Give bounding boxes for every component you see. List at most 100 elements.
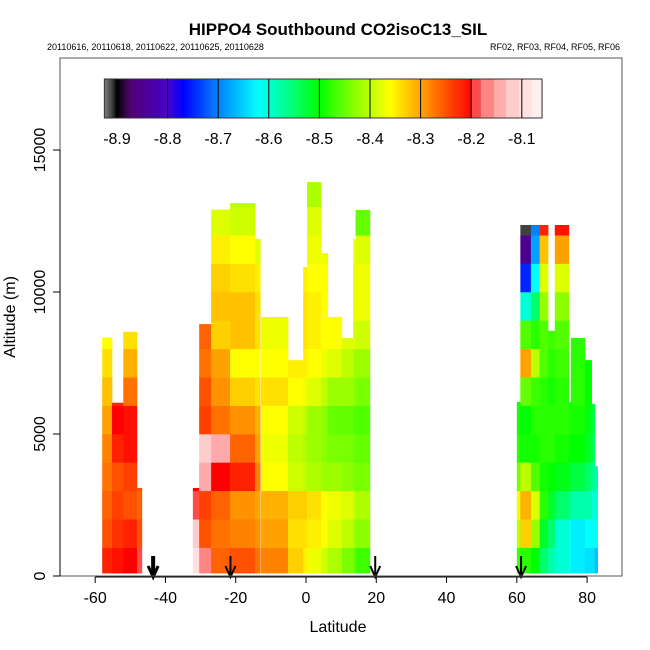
colorbar-swatch xyxy=(193,79,195,118)
colorbar-swatch xyxy=(300,79,302,118)
colorbar-swatch xyxy=(276,79,278,118)
data-cell xyxy=(594,490,598,520)
data-cell xyxy=(355,263,371,293)
data-cell xyxy=(136,547,143,574)
data-cell xyxy=(230,519,256,548)
colorbar-swatch xyxy=(535,79,537,118)
colorbar-swatch xyxy=(522,79,524,118)
colorbar-swatch xyxy=(516,79,518,118)
data-cell xyxy=(199,462,212,492)
data-cell xyxy=(261,405,289,435)
data-cell xyxy=(548,377,556,406)
colorbar-tick-label: -8.6 xyxy=(255,131,283,148)
data-cell xyxy=(353,462,356,492)
colorbar-swatch xyxy=(175,79,177,118)
data-cell xyxy=(353,490,356,520)
data-cell xyxy=(355,490,371,520)
colorbar-swatch xyxy=(509,79,511,118)
data-cell xyxy=(303,267,308,293)
colorbar-swatch xyxy=(155,79,158,118)
data-cell xyxy=(570,490,586,520)
data-cell xyxy=(112,405,124,435)
data-cell xyxy=(303,434,308,463)
colorbar-swatch xyxy=(435,79,437,118)
data-cell xyxy=(341,405,354,435)
colorbar-swatch xyxy=(377,79,379,118)
data-cell xyxy=(112,547,124,574)
colorbar-swatch xyxy=(135,79,138,118)
colorbar-swatch xyxy=(176,79,178,118)
data-cell xyxy=(255,348,261,378)
data-cell xyxy=(321,547,329,574)
colorbar-swatch xyxy=(139,79,142,118)
colorbar-swatch xyxy=(395,79,398,118)
colorbar-swatch xyxy=(222,79,225,118)
data-cell xyxy=(355,235,371,264)
data-cell xyxy=(530,348,540,378)
colorbar-swatch xyxy=(127,79,129,118)
colorbar-swatch xyxy=(430,79,432,118)
colorbar-swatch xyxy=(230,79,233,118)
colorbar-swatch xyxy=(248,79,250,118)
data-cell xyxy=(102,377,113,406)
colorbar-swatch xyxy=(443,79,445,118)
colorbar-swatch xyxy=(398,79,401,118)
data-cell xyxy=(554,377,570,406)
colorbar-swatch xyxy=(189,79,191,118)
colorbar-swatch xyxy=(524,79,526,118)
colorbar-swatch xyxy=(340,79,342,118)
data-cell xyxy=(102,337,113,350)
colorbar-swatch xyxy=(410,79,413,118)
colorbar-swatch xyxy=(450,79,452,118)
data-cell xyxy=(355,320,371,350)
data-cell xyxy=(341,434,354,463)
colorbar-swatch xyxy=(271,79,273,118)
colorbar-swatch xyxy=(188,79,190,118)
data-cell xyxy=(211,490,231,520)
colorbar-swatch xyxy=(143,79,146,118)
colorbar-swatch xyxy=(280,79,282,118)
colorbar-swatch xyxy=(406,79,409,118)
colorbar-swatch xyxy=(301,79,303,118)
colorbar-swatch xyxy=(356,79,358,118)
colorbar-swatch xyxy=(402,79,405,118)
colorbar-swatch xyxy=(153,79,156,118)
colorbar-swatch xyxy=(540,79,542,118)
data-cell xyxy=(353,292,356,321)
colorbar-frame xyxy=(103,78,543,119)
colorbar-tick-label: -8.7 xyxy=(204,131,232,148)
data-cell xyxy=(123,462,138,492)
colorbar-swatch xyxy=(308,79,311,118)
chart-title: HIPPO4 Southbound CO2isoC13_SIL xyxy=(189,20,487,39)
data-cell xyxy=(321,377,329,406)
colorbar-swatch xyxy=(147,79,150,118)
colorbar-swatch xyxy=(520,79,522,118)
colorbar-swatch xyxy=(198,79,200,118)
data-cell xyxy=(539,434,549,463)
data-cell xyxy=(355,434,371,463)
colorbar-swatch xyxy=(416,79,418,118)
colorbar-swatch xyxy=(531,79,533,118)
x-tick-label: 0 xyxy=(302,590,311,607)
colorbar-swatch xyxy=(270,79,272,118)
data-cell xyxy=(516,490,521,520)
colorbar-swatch xyxy=(112,79,114,118)
colorbar-swatch xyxy=(240,79,243,118)
data-cell xyxy=(530,405,540,435)
chart-subtitle-flights: RF02, RF03, RF04, RF05, RF06 xyxy=(490,42,620,52)
data-cell xyxy=(516,547,521,574)
colorbar-swatch xyxy=(180,79,182,118)
colorbar-swatch xyxy=(234,79,237,118)
colorbar-swatch xyxy=(325,79,328,118)
data-cell xyxy=(539,263,549,293)
colorbar-swatch xyxy=(163,79,165,118)
colorbar-swatch xyxy=(353,79,355,118)
data-cell xyxy=(530,547,540,574)
data-cells xyxy=(102,182,598,574)
colorbar-swatch xyxy=(181,79,183,118)
colorbar-swatch xyxy=(144,79,147,118)
colorbar-swatch xyxy=(474,79,477,118)
data-cell xyxy=(530,263,540,293)
data-cell xyxy=(123,434,138,463)
colorbar-swatch xyxy=(528,79,530,118)
